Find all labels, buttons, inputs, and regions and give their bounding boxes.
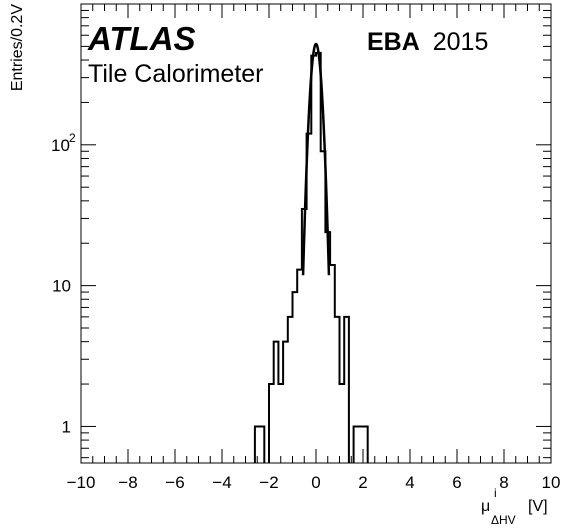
x-tick-label: 2 bbox=[358, 473, 367, 492]
year-label: 2015 bbox=[433, 28, 489, 56]
subtitle-label: Tile Calorimeter bbox=[88, 60, 264, 88]
x-tick-label: 0 bbox=[311, 473, 320, 492]
x-axis-title-unit: [V] bbox=[528, 498, 548, 515]
gaussian-fit-curve bbox=[301, 42, 331, 276]
x-tick-label: −10 bbox=[67, 473, 96, 492]
x-tick-label: 8 bbox=[499, 473, 508, 492]
partition-year-label: EBA 2015 bbox=[367, 28, 488, 56]
partition-label: EBA bbox=[367, 28, 420, 56]
x-tick-label: 4 bbox=[405, 473, 414, 492]
x-tick-label: −6 bbox=[165, 473, 184, 492]
x-axis-title-subscript: ΔHV bbox=[491, 513, 516, 527]
y-axis-title: Entries/0.2V bbox=[9, 4, 26, 91]
x-axis-title: μ bbox=[481, 498, 490, 515]
x-tick-label: −2 bbox=[259, 473, 278, 492]
atlas-label: ATLAS bbox=[87, 20, 196, 57]
y-tick-label-exponent: 2 bbox=[69, 131, 76, 145]
x-axis-title-base: μ bbox=[481, 498, 490, 515]
y-axis-ticks bbox=[81, 9, 551, 459]
x-tick-label: −4 bbox=[212, 473, 231, 492]
x-axis-title-superscript: i bbox=[494, 486, 497, 500]
y-tick-label: 10 bbox=[52, 277, 71, 296]
histogram-outline bbox=[253, 51, 369, 463]
x-axis-tick-labels: −10 −8 −6 −4 −2 0 2 4 6 8 10 bbox=[67, 473, 561, 492]
y-tick-label: 10 bbox=[51, 136, 70, 155]
x-tick-label: −8 bbox=[118, 473, 137, 492]
x-tick-label: 10 bbox=[542, 473, 561, 492]
y-tick-label: 1 bbox=[62, 417, 71, 436]
x-tick-label: 6 bbox=[452, 473, 461, 492]
x-axis-ticks bbox=[80, 4, 552, 463]
